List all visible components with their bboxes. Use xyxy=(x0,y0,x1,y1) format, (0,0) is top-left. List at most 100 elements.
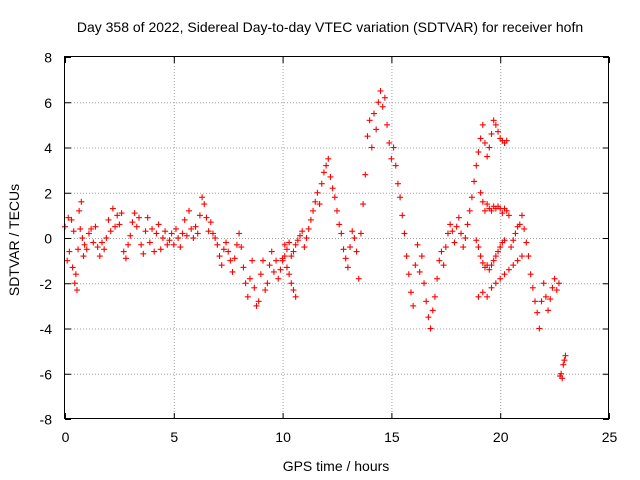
data-point xyxy=(316,201,323,208)
data-point xyxy=(318,180,325,187)
data-point xyxy=(307,216,314,223)
data-point xyxy=(140,250,147,257)
data-point xyxy=(449,228,456,235)
y-tick-label: 0 xyxy=(44,231,52,247)
data-point xyxy=(347,244,354,251)
y-tick-label: 6 xyxy=(44,95,52,111)
data-point xyxy=(379,103,386,110)
data-point xyxy=(290,287,297,294)
data-point xyxy=(492,280,499,287)
x-tick-label: 5 xyxy=(170,429,178,445)
data-point xyxy=(488,262,495,269)
data-point xyxy=(262,287,269,294)
data-point xyxy=(183,232,190,239)
data-point xyxy=(83,246,90,253)
y-tick-label: 2 xyxy=(44,185,52,201)
data-point xyxy=(209,230,216,237)
data-point xyxy=(109,205,116,212)
data-point xyxy=(71,280,78,287)
data-point xyxy=(216,253,223,260)
data-point xyxy=(407,289,414,296)
data-point xyxy=(423,298,430,305)
data-point xyxy=(101,246,108,253)
data-point xyxy=(146,239,153,246)
data-point xyxy=(484,153,491,160)
data-point xyxy=(547,296,554,303)
data-point xyxy=(501,271,508,278)
data-point xyxy=(373,126,380,133)
data-point xyxy=(257,271,264,278)
data-point xyxy=(501,237,508,244)
data-point xyxy=(460,244,467,251)
data-point xyxy=(80,253,87,260)
data-point xyxy=(481,207,488,214)
data-point xyxy=(392,162,399,169)
data-point xyxy=(360,201,367,208)
data-point xyxy=(477,189,484,196)
data-point xyxy=(277,266,284,273)
data-point xyxy=(214,241,221,248)
data-point xyxy=(283,246,290,253)
data-point xyxy=(305,225,312,232)
data-point xyxy=(279,255,286,262)
data-point xyxy=(497,244,504,251)
data-point xyxy=(562,352,569,359)
data-point xyxy=(244,293,251,300)
data-point xyxy=(484,201,491,208)
data-point xyxy=(561,357,568,364)
data-point xyxy=(233,241,240,248)
data-point xyxy=(418,253,425,260)
data-point xyxy=(503,207,510,214)
data-points xyxy=(62,87,569,382)
data-point xyxy=(536,325,543,332)
data-point xyxy=(79,235,86,241)
data-point xyxy=(98,239,105,246)
data-point xyxy=(394,180,401,187)
data-point xyxy=(410,302,417,309)
data-point xyxy=(299,228,306,235)
data-point xyxy=(416,268,423,275)
data-point xyxy=(288,253,295,260)
data-point xyxy=(81,241,88,248)
data-point xyxy=(510,237,517,244)
data-point xyxy=(486,144,493,151)
data-point xyxy=(205,228,212,235)
data-point xyxy=(475,293,482,300)
data-point xyxy=(364,133,371,140)
data-point xyxy=(481,139,488,146)
data-point xyxy=(453,223,460,230)
data-point xyxy=(288,280,295,287)
data-point xyxy=(105,216,112,223)
data-point xyxy=(144,214,151,221)
x-tick-labels: 0 5 10 15 20 25 xyxy=(62,429,618,445)
y-tick-label: -6 xyxy=(40,366,53,382)
data-point xyxy=(179,230,186,237)
data-point xyxy=(403,253,410,260)
data-point xyxy=(114,212,121,219)
data-point xyxy=(490,117,497,124)
data-point xyxy=(323,162,330,169)
data-point xyxy=(75,246,82,253)
data-point xyxy=(290,248,297,255)
data-point xyxy=(92,223,99,230)
data-point xyxy=(88,225,95,232)
data-point xyxy=(538,298,545,305)
data-point xyxy=(112,223,119,230)
data-point xyxy=(429,307,436,314)
data-point xyxy=(464,221,471,228)
data-point xyxy=(521,225,528,232)
data-point xyxy=(249,257,256,264)
data-point xyxy=(466,207,473,214)
data-point xyxy=(192,223,199,230)
data-point xyxy=(283,264,290,271)
data-point xyxy=(488,207,495,214)
data-point xyxy=(477,253,484,260)
data-point xyxy=(549,284,556,291)
data-point xyxy=(270,268,277,275)
data-point xyxy=(268,248,275,255)
data-point xyxy=(557,373,564,380)
data-point xyxy=(471,178,478,185)
data-point xyxy=(545,307,552,314)
data-point xyxy=(468,194,475,201)
